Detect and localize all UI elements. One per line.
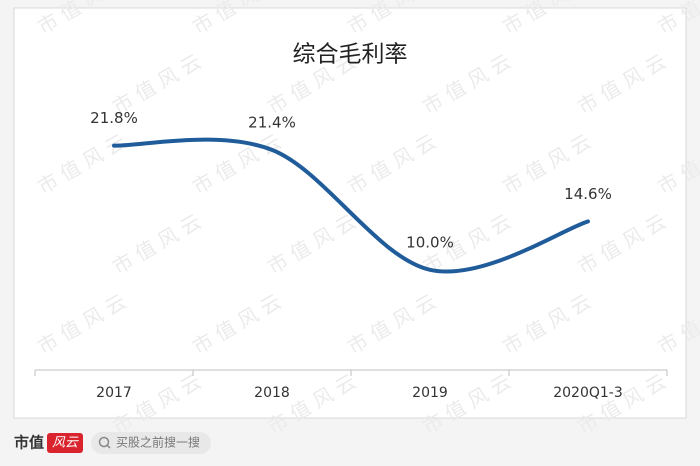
data-label: 14.6% bbox=[564, 185, 612, 203]
search-icon-handle bbox=[106, 444, 111, 449]
x-tick-label: 2019 bbox=[412, 385, 448, 401]
search-icon bbox=[98, 436, 110, 448]
footer: 市值 风云 买股之前搜一搜 bbox=[14, 432, 211, 454]
plot: 2017 2018 2019 2020Q1-3 21.8% 21.4% 10.0% 14.6% bbox=[34, 109, 668, 401]
line bbox=[112, 137, 590, 274]
brand: 市值 bbox=[14, 434, 44, 452]
search-box[interactable] bbox=[91, 432, 211, 454]
x-tick-label: 2020Q1-3 bbox=[553, 385, 623, 401]
chart-title: 综合毛利率 bbox=[293, 42, 408, 68]
search-text: 买股之前搜一搜 bbox=[116, 435, 200, 450]
x-tick-label: 2018 bbox=[254, 385, 290, 401]
brand-mark-box bbox=[47, 433, 83, 453]
brand-mark: 风云 bbox=[52, 436, 79, 451]
data-label: 21.8% bbox=[90, 109, 138, 127]
x-tick-label: 2017 bbox=[96, 385, 132, 401]
data-label: 21.4% bbox=[248, 113, 296, 131]
data-label: 10.0% bbox=[406, 233, 454, 251]
